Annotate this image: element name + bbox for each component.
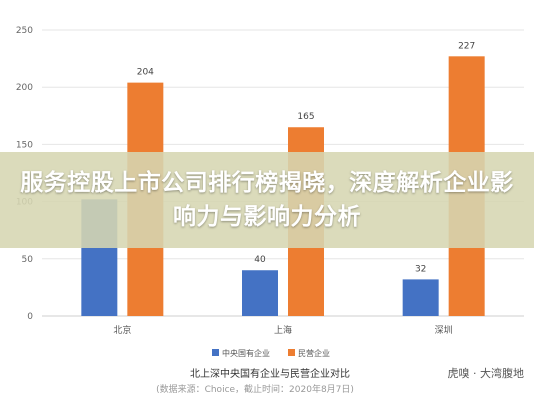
legend: 中央国有企业 民营企业 <box>212 348 330 358</box>
data-label: 40 <box>254 255 266 265</box>
data-label: 204 <box>137 68 154 78</box>
headline: 服务控股上市公司排行榜揭晓，深度解析企业影响力与影响力分析 <box>20 170 514 230</box>
y-tick-label: 150 <box>16 140 33 150</box>
brand-watermark: 虎嗅 · 大湾腹地 <box>448 366 525 380</box>
data-label: 165 <box>297 112 314 122</box>
category-label: 上海 <box>274 324 292 336</box>
data-label: 32 <box>415 264 426 274</box>
y-tick-label: 50 <box>22 255 34 265</box>
bar-soe-1 <box>242 270 278 316</box>
chart-title: 北上深中央国有企业与民营企业对比 <box>190 367 350 380</box>
data-label: 227 <box>458 41 475 51</box>
category-labels: 北京 上海 深圳 <box>113 324 452 336</box>
legend-label: 中央国有企业 <box>222 348 270 358</box>
chart-source: (数据来源：Choice，截止时间：2020年8月7日) <box>156 383 354 395</box>
headline-banner: 服务控股上市公司排行榜揭晓，深度解析企业影响力与影响力分析 <box>0 152 534 248</box>
category-label: 深圳 <box>435 325 453 336</box>
y-tick-label: 250 <box>16 26 33 36</box>
y-tick-label: 200 <box>16 83 33 93</box>
legend-swatch <box>212 349 219 356</box>
y-tick-label: 0 <box>27 312 33 322</box>
legend-label: 民营企业 <box>298 348 330 358</box>
bar-soe-2 <box>402 279 439 316</box>
category-label: 北京 <box>113 324 131 336</box>
legend-swatch <box>288 349 295 356</box>
